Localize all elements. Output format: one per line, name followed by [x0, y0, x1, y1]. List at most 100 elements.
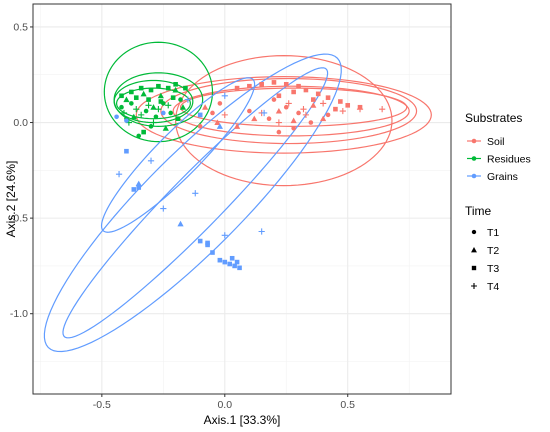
point-grains-t3	[229, 255, 235, 261]
x-tick-label: 0.0	[217, 399, 232, 411]
point-grains-t1	[161, 110, 166, 116]
point-residues-t1	[136, 133, 142, 139]
point-residues-t1	[143, 108, 149, 114]
point-soil-t3	[311, 97, 316, 102]
point-residues-t2	[140, 90, 147, 97]
point-soil-t3	[333, 106, 338, 112]
point-soil-t1	[296, 110, 301, 116]
point-grains-t3	[234, 259, 240, 265]
point-soil-t2	[320, 115, 327, 122]
confidence-ellipse-grains	[100, 77, 256, 233]
point-soil-t2	[202, 104, 209, 110]
point-residues-t1	[119, 104, 124, 110]
legend-key-point-grains	[471, 173, 477, 179]
point-residues-t2	[150, 104, 157, 110]
point-soil-t4	[221, 111, 228, 118]
y-tick-label: -0.5	[10, 213, 28, 225]
confidence-ellipse-grains	[43, 53, 342, 353]
confidence-ellipse-soil	[179, 87, 408, 127]
point-soil-t2	[275, 107, 282, 114]
point-soil-t4	[356, 106, 364, 113]
legend-key-point-soil	[471, 138, 477, 144]
point-soil-t1	[217, 101, 223, 106]
point-residues-t3	[129, 89, 134, 95]
point-grains-t3	[227, 261, 233, 267]
point-soil-t3	[283, 81, 289, 87]
point-grains-t4	[115, 171, 123, 178]
point-grains-t4	[221, 232, 228, 239]
y-tick-label: 0.5	[13, 21, 28, 33]
point-soil-t1	[210, 110, 215, 116]
point-soil-t2	[214, 119, 221, 126]
point-residues-t1	[153, 114, 159, 120]
point-residues-t3	[138, 85, 144, 91]
point-residues-t3	[173, 81, 178, 87]
point-soil-t3	[247, 83, 252, 89]
point-soil-t2	[251, 115, 258, 122]
point-soil-t3	[296, 83, 301, 89]
point-soil-t2	[310, 102, 317, 108]
point-grains-t4	[261, 109, 268, 117]
point-residues-t3	[165, 85, 171, 91]
legend-key-point-residues	[471, 156, 477, 161]
point-soil-t3	[234, 85, 240, 91]
point-residues-t1	[178, 97, 183, 102]
point-residues-t4	[165, 102, 172, 109]
point-soil-t4	[300, 106, 307, 113]
point-grains-t4	[258, 228, 265, 235]
y-tick-label: -1.0	[10, 308, 28, 320]
point-residues-t2	[130, 113, 137, 120]
point-residues-t3	[183, 85, 188, 91]
point-residues-t4	[133, 106, 140, 113]
point-grains-t3	[210, 250, 215, 255]
point-soil-t3	[276, 93, 282, 99]
point-grains-t3	[222, 259, 228, 265]
panel-background	[33, 4, 451, 394]
legend-label-t3: T3	[487, 263, 499, 275]
point-residues-t4	[120, 109, 128, 117]
confidence-ellipse-residues	[115, 87, 191, 120]
point-residues-t3	[170, 95, 176, 100]
legend-key-t3	[471, 265, 477, 271]
point-soil-t2	[290, 117, 297, 124]
point-soil-t3	[271, 80, 277, 85]
point-soil-t1	[271, 97, 277, 102]
point-residues-t2	[172, 86, 179, 93]
point-grains-t3	[217, 257, 223, 263]
point-grains-t3	[205, 240, 210, 246]
point-residues-t2	[162, 125, 169, 131]
x-tick-label: 0.5	[340, 399, 355, 411]
point-soil-t2	[233, 123, 241, 129]
point-grains-t4	[147, 157, 155, 164]
point-grains-t2	[216, 123, 223, 129]
point-soil-t4	[275, 119, 282, 126]
legend-label-soil: Soil	[487, 136, 505, 148]
legend-label-t4: T4	[487, 281, 499, 293]
point-soil-t1	[308, 120, 314, 125]
legend: Substrates Soil Residues Grains Time T1 T2 T3 T4	[465, 111, 531, 293]
x-axis-title: Axis.1 [33.3%]	[204, 413, 281, 427]
point-soil-t1	[276, 129, 282, 135]
point-grains-t2	[177, 220, 184, 227]
legend-label-grains: Grains	[487, 171, 518, 183]
legend-key-t4	[471, 283, 477, 289]
point-residues-t4	[155, 106, 162, 113]
point-soil-t1	[247, 108, 252, 114]
point-soil-t4	[320, 100, 327, 107]
point-residues-t2	[123, 96, 130, 103]
y-axis-title: Axis.2 [24.6%]	[4, 161, 18, 238]
point-soil-t4	[285, 100, 292, 107]
confidence-ellipse-soil	[135, 76, 432, 154]
point-soil-t3	[325, 95, 331, 100]
point-residues-t3	[158, 99, 164, 104]
point-soil-t3	[345, 103, 351, 108]
point-residues-t3	[175, 116, 181, 122]
point-residues-t1	[148, 124, 154, 129]
confidence-ellipse-soil	[172, 85, 410, 137]
point-grains-t3	[232, 263, 237, 269]
point-soil-t4	[379, 106, 386, 113]
x-tick-label: -0.5	[93, 399, 111, 411]
point-grains-t2	[135, 180, 142, 187]
point-residues-t1	[168, 110, 173, 116]
